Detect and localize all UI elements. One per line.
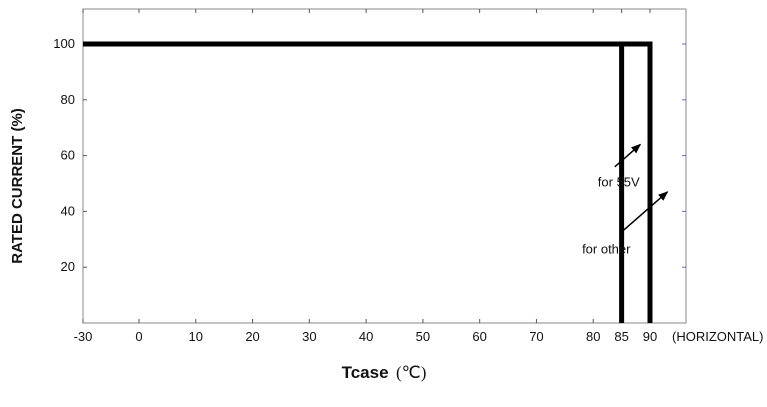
annotation-label: for other bbox=[582, 241, 631, 256]
y-tick-label: 80 bbox=[61, 92, 75, 107]
x-tick-label: 50 bbox=[416, 329, 430, 344]
x-axis-label-unit: (℃) bbox=[396, 363, 426, 382]
x-tick-label: 85 bbox=[614, 329, 628, 344]
x-tick-label: -30 bbox=[74, 329, 93, 344]
x-axis-ticks bbox=[82, 9, 651, 323]
y-tick-label: 60 bbox=[61, 148, 75, 163]
y-tick-label: 20 bbox=[61, 259, 75, 274]
x-tick-label: 10 bbox=[189, 329, 203, 344]
series-line-55v bbox=[83, 41, 625, 323]
x-tick-label: 80 bbox=[586, 329, 600, 344]
annotations: for 55V for other bbox=[582, 143, 669, 256]
plot-frame bbox=[82, 8, 687, 324]
x-tick-label: 70 bbox=[529, 329, 543, 344]
x-axis-tick-labels: -30 0 10 20 30 40 50 60 70 80 85 90 bbox=[74, 329, 658, 344]
x-tick-label: 0 bbox=[135, 329, 142, 344]
y-axis-label: RATED CURRENT (%) bbox=[9, 108, 26, 264]
x-tick-label: 90 bbox=[643, 329, 657, 344]
y-axis-ticks bbox=[83, 43, 686, 268]
x-tick-label: 40 bbox=[359, 329, 373, 344]
annotation-label: for 55V bbox=[598, 174, 640, 189]
x-axis-label: Tcase (℃) bbox=[342, 363, 427, 382]
x-tick-label: 30 bbox=[302, 329, 316, 344]
series-lines bbox=[83, 41, 653, 323]
y-tick-label: 40 bbox=[61, 203, 75, 218]
y-axis-tick-labels: 20 40 60 80 100 bbox=[53, 36, 75, 274]
x-tick-label: 60 bbox=[472, 329, 486, 344]
x-tick-label: 20 bbox=[245, 329, 259, 344]
y-tick-label: 100 bbox=[53, 36, 75, 51]
series-line-other bbox=[83, 41, 653, 323]
x-unit-label: (HORIZONTAL) bbox=[672, 329, 763, 344]
annotation-arrow bbox=[614, 143, 642, 168]
annotation-arrow bbox=[622, 191, 669, 232]
x-axis-label-main: Tcase bbox=[342, 363, 389, 382]
